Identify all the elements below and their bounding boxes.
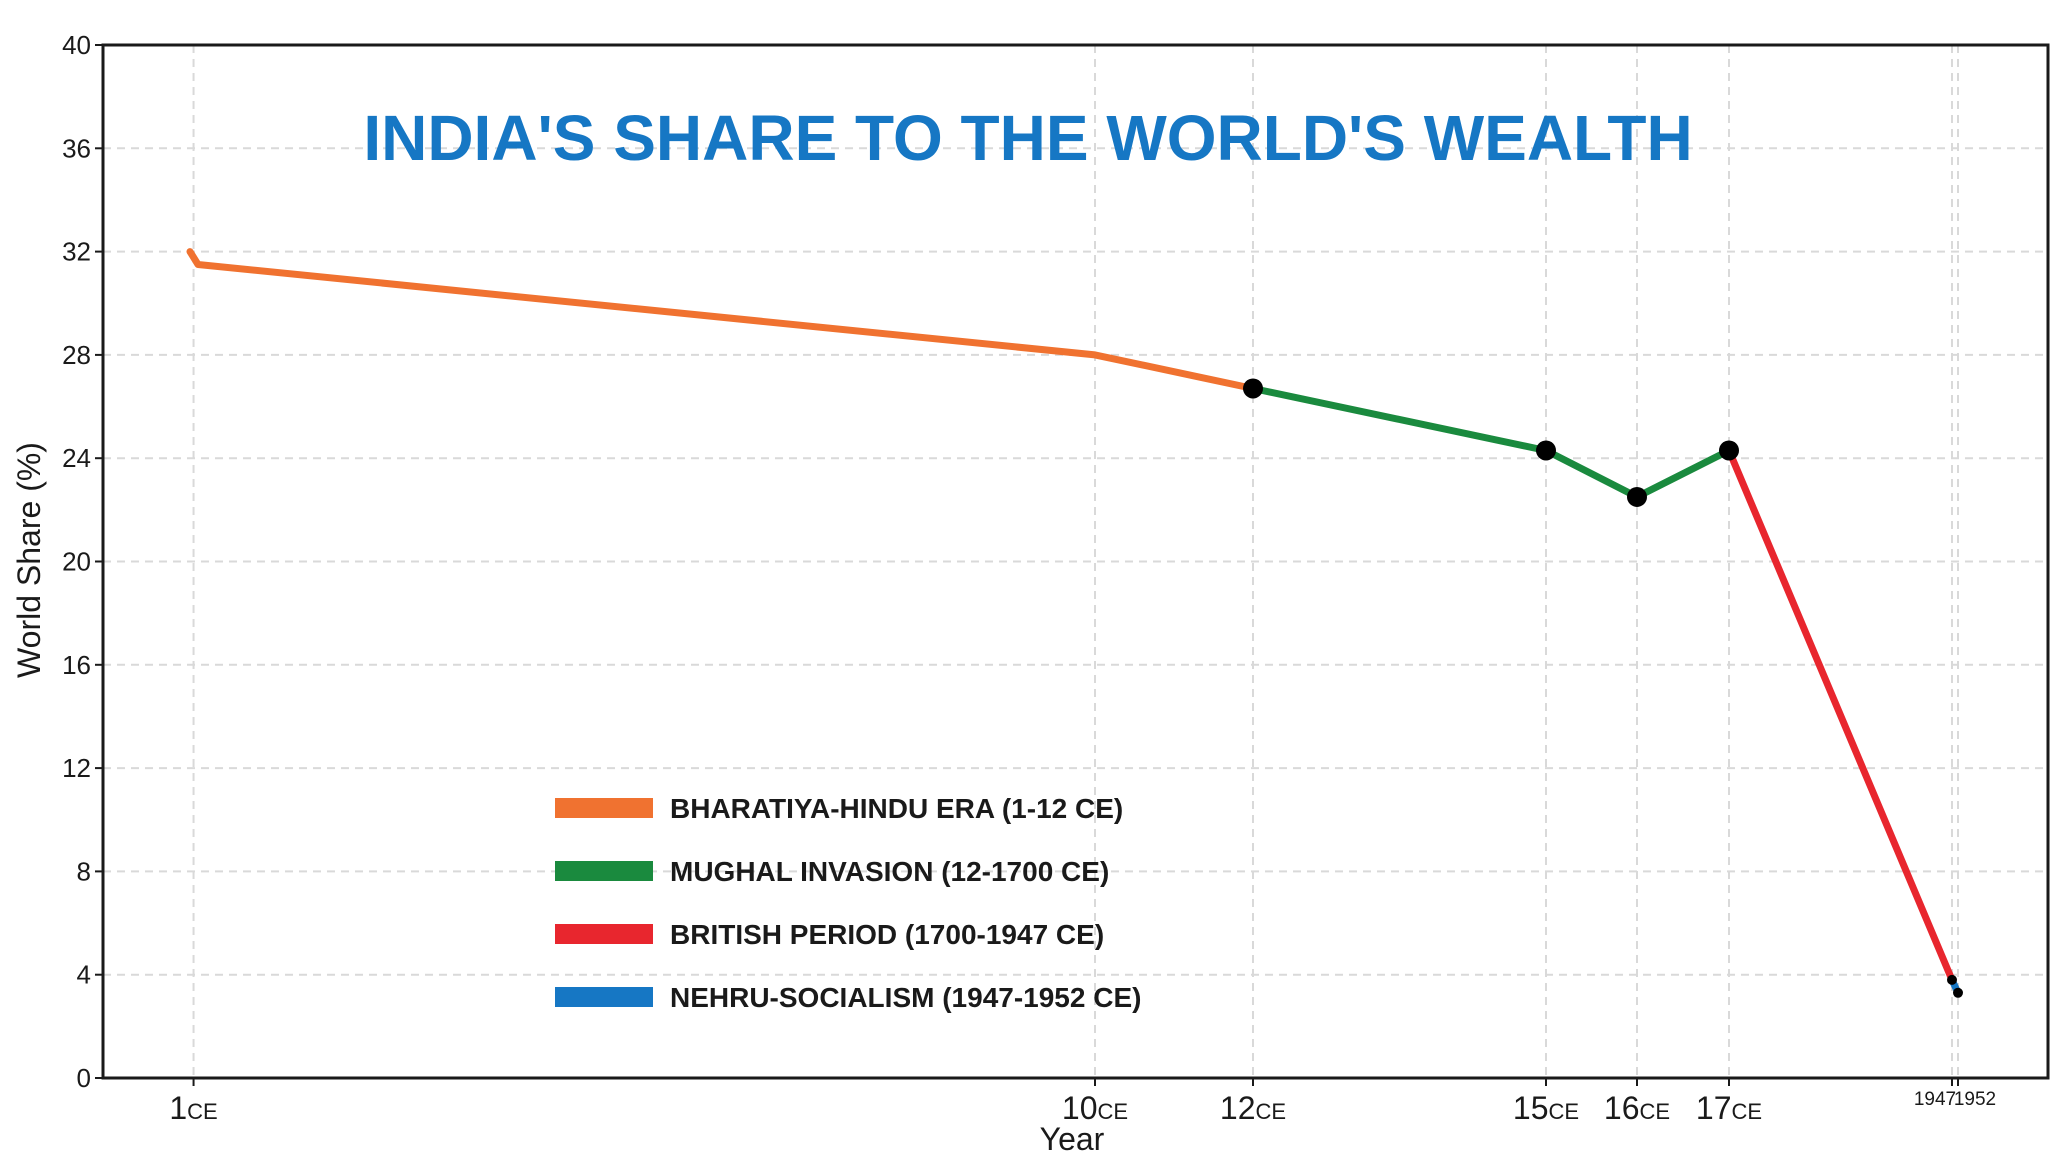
legend-swatch-2 bbox=[555, 861, 653, 881]
y-axis-ticks: 0 4 8 12 16 20 24 28 32 36 40 bbox=[62, 30, 103, 1093]
x-tick-label: 15CE bbox=[1513, 1090, 1579, 1126]
y-axis-label: World Share (%) bbox=[11, 442, 47, 678]
y-tick-label: 16 bbox=[62, 650, 91, 680]
x-tick-label-main: 17 bbox=[1696, 1090, 1732, 1126]
legend-label-4: NEHRU-SOCIALISM (1947-1952 CE) bbox=[670, 982, 1141, 1013]
x-tick-label-main: 15 bbox=[1513, 1090, 1549, 1126]
y-tick-label: 4 bbox=[77, 960, 91, 990]
series-line-3 bbox=[1725, 447, 1956, 984]
x-tick-label: 1952 bbox=[1954, 1089, 1996, 1110]
plot-frame bbox=[101, 43, 2050, 1080]
x-tick-label-main: 16 bbox=[1604, 1090, 1640, 1126]
x-tick-label-era: CE bbox=[1640, 1099, 1671, 1124]
data-marker-4 bbox=[1719, 440, 1739, 461]
x-tick-label: 12CE bbox=[1220, 1090, 1286, 1126]
legend-swatch-4 bbox=[555, 987, 653, 1007]
y-tick-label: 36 bbox=[62, 133, 91, 163]
legend: BHARATIYA-HINDU ERA (1-12 CE) MUGHAL INVA… bbox=[555, 793, 1141, 1013]
legend-swatch-1 bbox=[555, 798, 653, 818]
y-tick-label: 24 bbox=[62, 443, 91, 473]
y-tick-label: 12 bbox=[62, 753, 91, 783]
x-tick-label: 1CE bbox=[169, 1090, 217, 1126]
legend-label-1: BHARATIYA-HINDU ERA (1-12 CE) bbox=[670, 793, 1123, 824]
x-tick-label-main: 1 bbox=[169, 1090, 187, 1126]
data-marker-2 bbox=[1536, 440, 1556, 461]
x-tick-label: 1947 bbox=[1914, 1089, 1956, 1110]
x-tick-label-era: CE bbox=[1098, 1099, 1129, 1124]
data-marker-6 bbox=[1953, 987, 1963, 998]
legend-label-2: MUGHAL INVASION (12-1700 CE) bbox=[670, 856, 1109, 887]
x-tick-label-era: CE bbox=[1256, 1099, 1287, 1124]
data-marker-3 bbox=[1627, 486, 1647, 507]
legend-label-3: BRITISH PERIOD (1700-1947 CE) bbox=[670, 919, 1104, 950]
data-marker-5 bbox=[1947, 974, 1957, 985]
x-tick-label-main: 10 bbox=[1062, 1090, 1098, 1126]
series-lines bbox=[186, 248, 1962, 997]
x-tick-label: 17CE bbox=[1696, 1090, 1762, 1126]
x-tick-label-era: CE bbox=[1732, 1099, 1763, 1124]
x-axis-label: Year bbox=[1040, 1121, 1105, 1157]
x-tick-label-era: CE bbox=[187, 1099, 218, 1124]
y-tick-label: 40 bbox=[62, 30, 91, 60]
y-tick-label: 20 bbox=[62, 547, 91, 577]
x-tick-label: 16CE bbox=[1604, 1090, 1670, 1126]
data-marker-1 bbox=[1243, 378, 1263, 399]
x-tick-label: 10CE bbox=[1062, 1090, 1128, 1126]
y-tick-label: 28 bbox=[62, 340, 91, 370]
y-tick-label: 32 bbox=[62, 237, 91, 267]
x-tick-label-era: CE bbox=[1549, 1099, 1580, 1124]
series-line-1 bbox=[186, 248, 1257, 392]
y-tick-label: 0 bbox=[77, 1063, 91, 1093]
x-tick-label-main: 12 bbox=[1220, 1090, 1256, 1126]
chart-title: INDIA'S SHARE TO THE WORLD'S WEALTH bbox=[363, 102, 1692, 174]
y-tick-label: 8 bbox=[77, 856, 91, 886]
legend-swatch-3 bbox=[555, 924, 653, 944]
data-markers bbox=[1243, 378, 1963, 998]
series-line-2 bbox=[1249, 385, 1733, 501]
